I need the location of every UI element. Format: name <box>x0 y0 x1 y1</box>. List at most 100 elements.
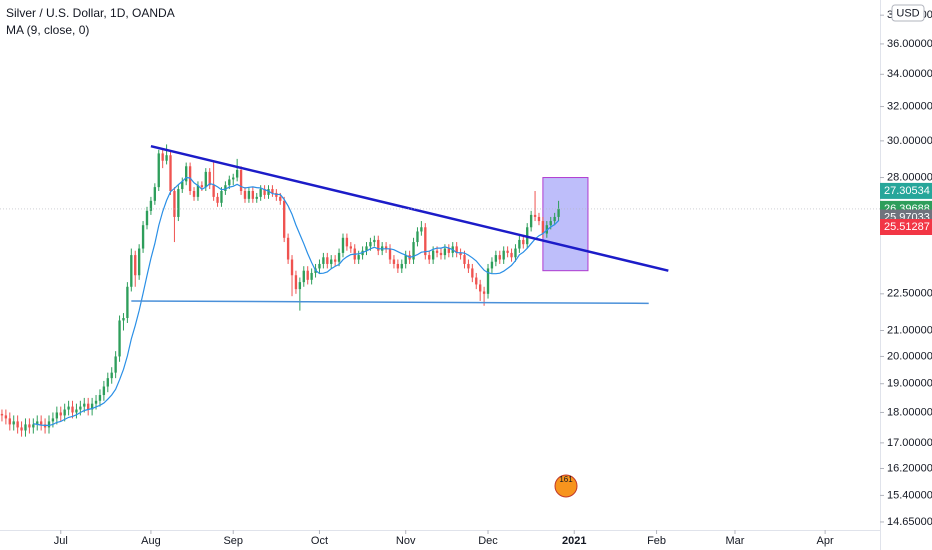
candle-body <box>537 216 541 222</box>
candle-body <box>502 250 505 260</box>
candle-body <box>169 155 172 192</box>
price-label-box <box>880 182 932 199</box>
candle-body <box>259 189 262 197</box>
candle-body <box>145 210 149 226</box>
candle-body <box>106 378 109 387</box>
candle-body <box>216 196 219 203</box>
candle-body <box>208 171 211 186</box>
candle-body <box>283 200 286 238</box>
candle-body <box>63 409 66 416</box>
candle-body <box>71 406 74 413</box>
y-tick-label: 34.00000 <box>887 68 932 80</box>
moving-average <box>33 176 560 426</box>
indicator-label: MA (9, close, 0) <box>6 23 89 37</box>
chart-title: Silver / U.S. Dollar, 1D, OANDA <box>6 6 175 20</box>
candle-body <box>482 291 486 294</box>
candle-body <box>310 272 313 280</box>
plot-area <box>0 144 880 437</box>
candle-body <box>0 413 4 416</box>
candle-body <box>435 250 439 253</box>
candle-body <box>357 255 360 260</box>
candle-body <box>177 189 180 217</box>
candle-body <box>114 356 117 373</box>
candle-body <box>412 242 415 260</box>
candle-body <box>428 255 431 260</box>
candle-body <box>294 275 298 290</box>
x-tick-label: Jul <box>54 535 68 547</box>
candle-body <box>94 400 98 404</box>
candle-body <box>185 166 188 182</box>
candle-body <box>420 227 423 232</box>
candle-body <box>498 255 501 260</box>
candle-body <box>318 263 321 269</box>
candle-body <box>98 395 102 401</box>
x-tick-label: 2021 <box>562 535 586 547</box>
candle-body <box>200 185 204 188</box>
candle-body <box>8 418 11 425</box>
candle-body <box>228 179 231 186</box>
candle-body <box>79 406 82 410</box>
candle-body <box>47 421 51 428</box>
candle-body <box>337 252 341 262</box>
candle-body <box>557 208 560 217</box>
y-tick-label: 16.20000 <box>887 462 932 474</box>
candle-body <box>533 214 537 217</box>
candle-body <box>118 320 121 357</box>
y-tick-label: 21.00000 <box>887 324 932 336</box>
candle-body <box>349 246 352 249</box>
candle-body <box>126 286 129 318</box>
candle-body <box>330 259 333 264</box>
candle-body <box>137 248 141 276</box>
candle-body <box>149 200 153 211</box>
candle-body <box>443 248 447 256</box>
x-tick-label: Aug <box>141 535 161 547</box>
candle-body <box>439 252 443 256</box>
y-tick-label: 22.50000 <box>887 288 932 300</box>
badge-label: 161 <box>559 475 573 484</box>
candle-body <box>51 418 55 422</box>
candle-body <box>369 242 372 247</box>
candle-body <box>16 421 19 428</box>
currency-button[interactable] <box>891 4 925 22</box>
candle-body <box>173 191 176 217</box>
candle-body <box>161 153 164 161</box>
candle-body <box>232 177 235 180</box>
candle-body <box>263 189 266 195</box>
candle-body <box>212 185 215 197</box>
candle-body <box>192 191 196 197</box>
price-label-box <box>880 219 932 236</box>
y-tick-label: 19.00000 <box>887 378 932 390</box>
x-tick-label: Oct <box>311 535 328 547</box>
candle-body <box>467 263 470 269</box>
candle-body <box>87 403 90 410</box>
candle-body <box>514 248 517 258</box>
candle-body <box>479 284 482 292</box>
trendline <box>131 300 649 305</box>
candle-body <box>416 231 419 243</box>
candle-body <box>196 185 200 197</box>
candle-body <box>298 282 302 290</box>
candle-body <box>302 270 305 283</box>
candle-body <box>400 263 403 269</box>
y-tick-label: 30.00000 <box>887 135 932 147</box>
candle-body <box>392 259 396 264</box>
currency-label: USD <box>896 7 919 19</box>
candle-body <box>396 263 400 269</box>
candle-body <box>306 270 309 280</box>
candle-body <box>130 255 133 287</box>
candle-body <box>224 185 227 192</box>
candle-body <box>447 248 450 253</box>
trendline <box>150 144 669 272</box>
candle-body <box>239 170 243 192</box>
y-tick-label: 14.65000 <box>887 516 932 528</box>
candle-body <box>141 225 145 249</box>
candle-body <box>322 257 325 264</box>
candle-body <box>122 317 125 321</box>
candle-body <box>404 255 407 264</box>
candle-body <box>388 248 392 260</box>
candle-body <box>341 237 345 253</box>
candle-body <box>486 268 490 294</box>
candle-body <box>475 277 478 285</box>
candle-body <box>24 424 27 431</box>
candle-body <box>279 196 282 201</box>
